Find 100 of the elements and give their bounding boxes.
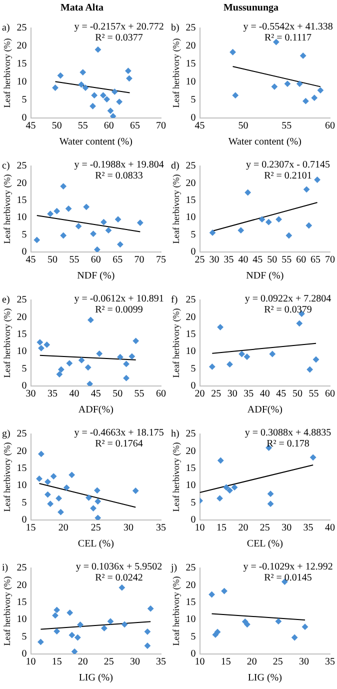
- x-tick-label: 30: [26, 388, 36, 400]
- point: [38, 344, 44, 352]
- point: [57, 72, 64, 79]
- x-tick-label: 60: [296, 254, 306, 266]
- point: [111, 88, 118, 95]
- y-tick-label: 20: [16, 580, 27, 591]
- text: j): [170, 562, 178, 574]
- annotation: R² = 0.0099: [95, 304, 143, 316]
- y-tick-label: 20: [16, 312, 27, 323]
- point: [94, 46, 102, 53]
- point: [132, 338, 140, 344]
- point: [75, 223, 82, 230]
- y-tick-label: 10: [186, 76, 196, 88]
- y-tick-label: 25: [16, 22, 27, 34]
- point: [303, 186, 310, 193]
- x-tick-label: 30: [298, 656, 309, 668]
- y-tick-label: 5: [22, 497, 27, 508]
- x-tick-label: 35: [156, 656, 166, 668]
- y-tick-label: 15: [186, 329, 196, 340]
- y-tick-label: 0: [190, 380, 196, 392]
- y-tick-label: 5: [190, 631, 196, 642]
- point: [47, 210, 54, 218]
- x-tick-label: 55: [308, 388, 319, 400]
- annotation: R² = 0.0833: [95, 170, 143, 182]
- y-tick-label: 10: [186, 614, 196, 626]
- y-tick-label: 25: [186, 22, 196, 34]
- point: [271, 83, 278, 90]
- y-tick-label: 20: [16, 40, 27, 52]
- point: [275, 618, 282, 625]
- point: [216, 495, 223, 502]
- y-tick-label: 10: [16, 346, 27, 358]
- point: [47, 500, 54, 508]
- x-tick-label: 25: [104, 656, 114, 668]
- point: [78, 357, 85, 364]
- x-tick-label: 20: [78, 656, 88, 668]
- y-tick-label: 15: [186, 195, 196, 206]
- point: [214, 628, 221, 636]
- point: [272, 38, 280, 46]
- x-tick-label: 35: [224, 254, 234, 266]
- x-tick-label: 55: [69, 254, 80, 266]
- point: [312, 356, 320, 363]
- y-tick-label: 25: [16, 294, 27, 306]
- x-axis-title: NDF (%): [77, 270, 115, 282]
- y-tick-label: 25: [186, 562, 196, 574]
- point: [101, 625, 108, 632]
- point: [226, 361, 233, 368]
- x-tick-label: 45: [90, 388, 101, 400]
- annotation: R² = 0.1117: [264, 32, 312, 44]
- point: [36, 476, 42, 482]
- annotation: R² = 0.2101: [264, 170, 312, 182]
- point: [291, 634, 298, 641]
- point: [60, 232, 67, 239]
- x-tick-label: 25: [260, 522, 270, 534]
- chart-title: Mussununga: [223, 2, 279, 14]
- x-tick-label: 45: [194, 120, 205, 132]
- point: [302, 624, 308, 630]
- x-tick-label: 70: [156, 120, 166, 132]
- y-tick-label: 5: [190, 94, 196, 106]
- y-axis-title: Leaf herbivory (%): [170, 308, 181, 378]
- annotation: y = 0.0922x + 7.2804: [244, 294, 332, 305]
- point: [267, 500, 274, 508]
- point: [58, 508, 64, 516]
- x-tick-label: 25: [272, 656, 283, 668]
- point: [117, 354, 124, 360]
- point: [276, 216, 282, 223]
- y-axis-title: Leaf herbivory (%): [170, 576, 181, 646]
- point: [226, 487, 233, 494]
- y-axis-title: Leaf herbivory (%): [2, 442, 12, 512]
- x-tick-label: 15: [52, 656, 62, 668]
- x-tick-label: 40: [238, 254, 248, 266]
- point: [54, 208, 60, 214]
- text: b): [171, 22, 180, 34]
- y-tick-label: 0: [190, 514, 196, 526]
- x-tick-label: 55: [282, 120, 292, 132]
- x-axis-title: CEL (%): [246, 538, 283, 550]
- x-tick-label: 30: [227, 388, 238, 400]
- x-tick-label: 35: [325, 656, 335, 668]
- y-tick-label: 10: [186, 346, 196, 358]
- x-tick-label: 45: [276, 388, 286, 400]
- annotation: y = -0.0612x + 10.891: [74, 294, 164, 305]
- x-tick-label: 70: [325, 254, 335, 266]
- chart-title: Mata Alta: [60, 2, 104, 14]
- x-tick-label: 35: [156, 522, 166, 534]
- x-tick-label: 65: [112, 254, 123, 266]
- point: [94, 498, 102, 505]
- y-axis-title: Leaf herbivory (%): [170, 38, 181, 108]
- point: [269, 350, 276, 358]
- point: [44, 342, 50, 348]
- y-tick-label: 15: [16, 58, 27, 70]
- text: e): [2, 294, 10, 306]
- point: [77, 622, 84, 628]
- x-axis-title: LIG (%): [248, 672, 282, 684]
- x-tick-label: 60: [104, 120, 114, 132]
- x-tick-label: 45: [26, 254, 36, 266]
- annotation: y = -0.1988x + 19.804: [74, 160, 164, 171]
- text: h): [171, 428, 180, 440]
- y-tick-label: 25: [16, 160, 27, 172]
- x-tick-label: 50: [292, 388, 302, 400]
- point: [223, 484, 230, 491]
- x-axis-title: ADF(%): [78, 404, 114, 416]
